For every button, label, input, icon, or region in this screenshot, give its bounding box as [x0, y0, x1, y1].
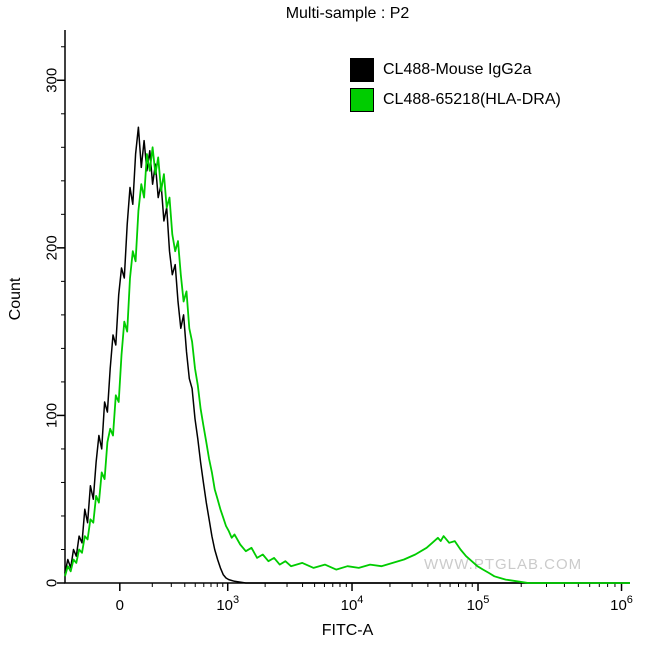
svg-text:100: 100	[44, 403, 61, 428]
legend-swatch-green	[350, 88, 374, 112]
svg-text:0: 0	[116, 597, 124, 614]
y-axis-label: Count	[7, 277, 24, 321]
svg-text:0: 0	[44, 579, 61, 587]
chart-title: Multi-sample : P2	[285, 5, 410, 22]
x-axis-label: FITC-A	[321, 622, 374, 639]
svg-text:105: 105	[467, 594, 490, 614]
legend: CL488-Mouse IgG2a CL488-65218(HLA-DRA)	[350, 58, 561, 118]
legend-swatch-black	[350, 58, 374, 82]
legend-item-hla-dra: CL488-65218(HLA-DRA)	[350, 88, 561, 112]
legend-label-igg2a: CL488-Mouse IgG2a	[383, 61, 532, 78]
legend-label-hla-dra: CL488-65218(HLA-DRA)	[383, 91, 561, 108]
svg-text:103: 103	[216, 594, 239, 614]
legend-item-igg2a: CL488-Mouse IgG2a	[350, 58, 561, 82]
svg-text:300: 300	[44, 68, 61, 93]
svg-text:106: 106	[610, 594, 633, 614]
watermark: WWW.PTGLAB.COM	[424, 556, 583, 573]
svg-text:200: 200	[44, 235, 61, 260]
svg-text:104: 104	[341, 594, 364, 614]
